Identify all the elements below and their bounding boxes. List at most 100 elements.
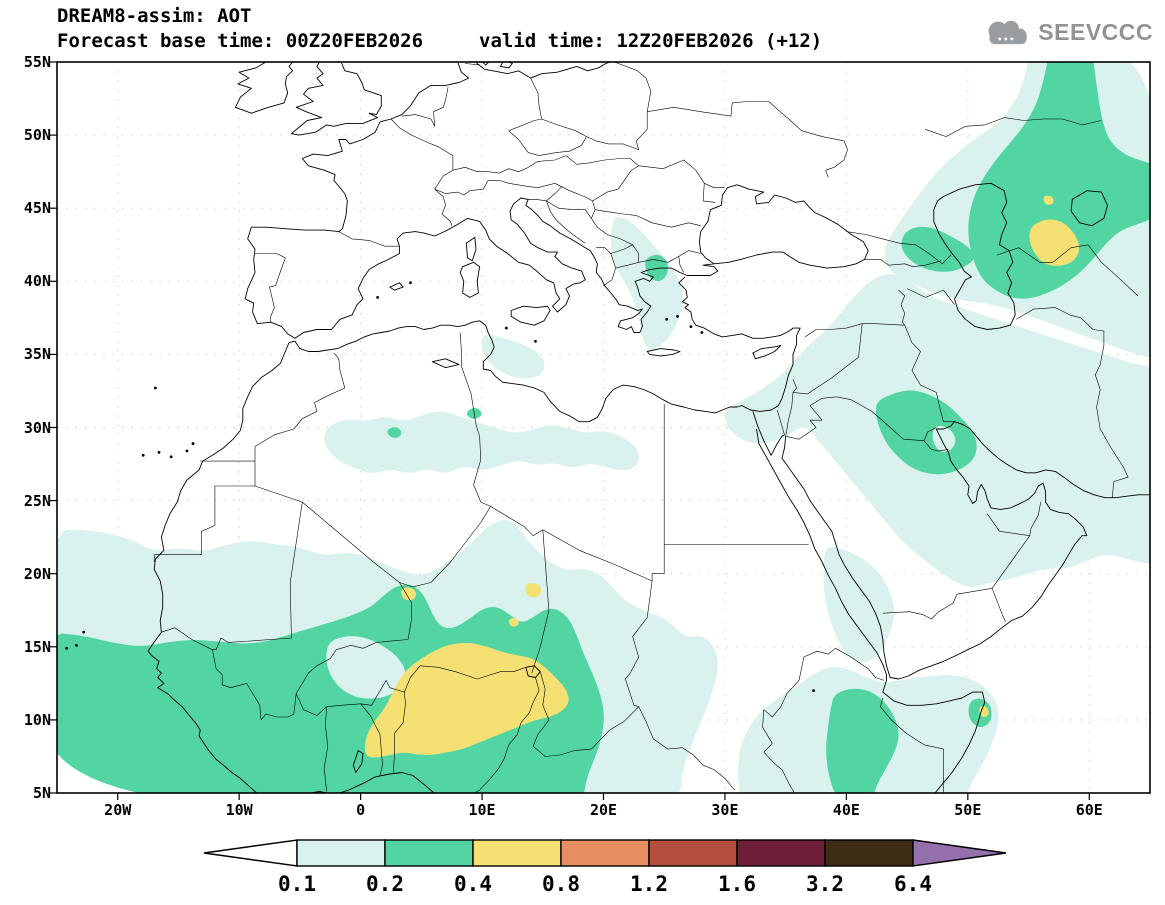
border-path — [459, 332, 477, 425]
lat-tick-label: 55N — [23, 53, 51, 71]
coastline-closed-path — [389, 282, 404, 291]
border-path — [904, 325, 955, 422]
aot-region-central-med — [481, 335, 545, 379]
lat-tick-label: 15N — [23, 637, 51, 656]
map-frame — [50, 61, 1151, 800]
coastline-path — [756, 428, 986, 793]
coastline-closed-path — [646, 348, 681, 357]
border-path — [785, 379, 797, 437]
lat-tick-label: 45N — [23, 199, 51, 218]
lon-tick-label: 20E — [589, 801, 618, 819]
forecast-times: Forecast base time: 00Z20FEB2026 valid t… — [57, 30, 822, 52]
aot-spot-aral — [1043, 195, 1054, 205]
border-path — [594, 209, 701, 228]
colorbar-box — [296, 839, 386, 867]
border-path — [161, 627, 213, 650]
border-path — [452, 155, 567, 174]
aot-speck-algeria-1 — [387, 427, 402, 438]
colorbar-box — [472, 839, 562, 867]
cloud-icon — [988, 20, 1027, 45]
border-path — [925, 117, 1102, 137]
border-path — [996, 244, 1139, 297]
island-dot — [75, 643, 78, 647]
aot-region-caucasus-arm — [901, 226, 975, 272]
border-path — [565, 155, 639, 167]
country-borders — [153, 62, 1139, 793]
coastline-closed-path — [352, 750, 364, 773]
colorbar-box — [384, 839, 474, 867]
colorbar-tick-label: 6.4 — [894, 872, 932, 896]
colorbar-tick-label: 0.2 — [366, 872, 404, 896]
lat-tick-label: 50N — [23, 126, 51, 145]
colorbar-right-arrow — [912, 839, 1007, 867]
border-path — [596, 247, 616, 286]
colorbar — [203, 839, 1007, 867]
border-path — [591, 200, 639, 263]
border-path — [546, 200, 592, 219]
island-dot — [409, 281, 412, 285]
page-title: DREAM8-assim: AOT — [57, 5, 252, 27]
border-path — [212, 582, 412, 721]
logo-text: SEEVCCC — [1038, 18, 1153, 45]
aot-spot-chad — [508, 618, 519, 627]
aot-spot-air — [401, 587, 417, 601]
colorbar-box — [560, 839, 650, 867]
border-path — [404, 665, 526, 693]
contour-fills — [57, 62, 1150, 793]
aot-spot-somalia — [979, 705, 989, 718]
border-path — [804, 323, 905, 338]
colorbar-tick-label: 3.2 — [806, 872, 844, 896]
border-path — [610, 244, 633, 254]
border-path — [923, 427, 937, 441]
border-path — [254, 352, 346, 486]
border-path — [434, 180, 555, 196]
lon-tick-label: 40E — [832, 801, 860, 819]
forecast-base-time: Forecast base time: 00Z20FEB2026 — [57, 30, 424, 52]
coastline-path — [244, 62, 869, 339]
border-path — [1016, 307, 1129, 498]
aot-core-sahel — [364, 642, 569, 758]
island-dot — [65, 646, 69, 650]
border-path — [393, 692, 406, 773]
coastline-closed-path — [459, 261, 481, 298]
island-dot — [812, 689, 815, 693]
border-path — [338, 231, 400, 247]
aot-spot-tibesti — [525, 583, 542, 598]
lat-tick-label: 40N — [23, 272, 51, 291]
aot-region-sahara-band — [324, 411, 639, 473]
border-path — [615, 262, 639, 269]
lon-tick-label: 50E — [954, 801, 982, 819]
island-dot — [504, 326, 508, 330]
border-path — [651, 404, 665, 581]
border-path — [323, 706, 329, 792]
coastline-closed-path — [525, 665, 541, 678]
lon-tick-label: 10E — [468, 801, 496, 819]
aot-region-caspian-east — [968, 62, 1150, 299]
border-path — [390, 118, 454, 226]
border-path — [792, 323, 863, 395]
colorbar-tick-label: 0.1 — [278, 872, 316, 896]
border-path — [678, 256, 684, 273]
island-dot — [534, 339, 537, 343]
aot-region-ethiopia — [826, 688, 899, 793]
coastline-closed-path — [933, 182, 1016, 330]
border-path — [880, 697, 944, 793]
border-path — [987, 513, 1030, 536]
border-path — [785, 396, 837, 440]
island-dot — [185, 449, 189, 453]
coastline-closed-path — [431, 358, 460, 369]
seevccc-logo: SEEVCCC — [979, 14, 1153, 50]
border-path — [991, 588, 1006, 623]
border-path — [638, 706, 735, 791]
island-dot — [700, 331, 704, 334]
coastline-path — [147, 276, 801, 793]
border-path — [527, 186, 563, 202]
aot-region-aegean — [610, 216, 683, 350]
border-path — [326, 680, 405, 707]
lat-tick-label: 20N — [23, 564, 51, 583]
lat-tick-label: 25N — [23, 491, 51, 510]
border-path — [254, 485, 400, 583]
border-path — [638, 159, 725, 188]
aot-region-iraq — [875, 390, 977, 475]
